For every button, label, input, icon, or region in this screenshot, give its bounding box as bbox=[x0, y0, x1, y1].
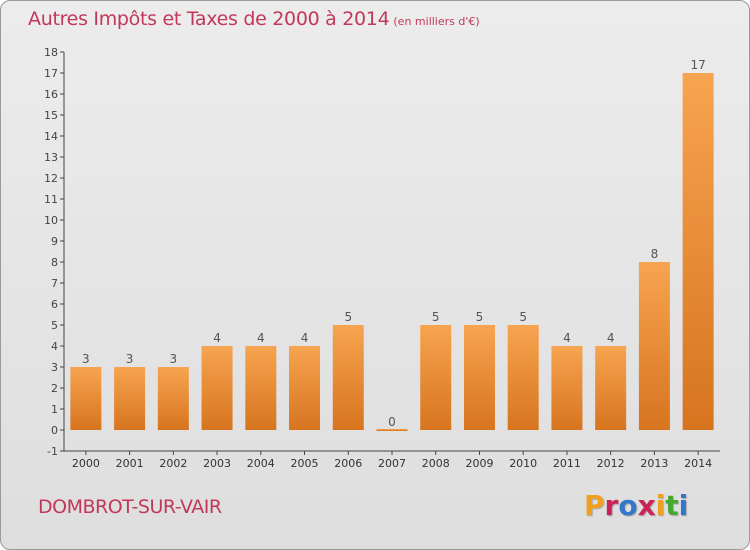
data-label: 3 bbox=[170, 352, 178, 366]
chart-title-text: Autres Impôts et Taxes de 2000 à 2014 bbox=[28, 8, 390, 30]
x-tick-label: 2014 bbox=[684, 457, 712, 470]
data-label: 5 bbox=[519, 310, 527, 324]
y-tick-label: 6 bbox=[51, 298, 58, 311]
bar-2009 bbox=[463, 325, 495, 430]
x-tick-label: 2004 bbox=[247, 457, 275, 470]
x-tick-label: 2005 bbox=[291, 457, 319, 470]
y-tick-label: 2 bbox=[51, 382, 58, 395]
y-tick-label: 11 bbox=[44, 193, 58, 206]
logo-letter: o bbox=[618, 489, 638, 522]
commune-name: DOMBROT-SUR-VAIR bbox=[38, 496, 222, 518]
bar-2004 bbox=[245, 346, 277, 430]
x-tick-label: 2009 bbox=[465, 457, 493, 470]
x-tick-label: 2012 bbox=[597, 457, 625, 470]
y-tick-label: 4 bbox=[51, 340, 58, 353]
data-label: 4 bbox=[563, 331, 571, 345]
bar-2003 bbox=[201, 346, 233, 430]
x-tick-label: 2011 bbox=[553, 457, 581, 470]
chart-title: Autres Impôts et Taxes de 2000 à 2014 (en… bbox=[28, 8, 480, 30]
chart-unit-text: (en milliers d'€) bbox=[393, 15, 480, 28]
y-tick-label: 7 bbox=[51, 277, 58, 290]
data-label: 3 bbox=[126, 352, 134, 366]
bar-2007 bbox=[376, 429, 408, 431]
x-tick-label: 2001 bbox=[116, 457, 144, 470]
data-labels: 3 3 3 4 4 4 5 0 5 5 5 4 4 8 17 bbox=[82, 58, 706, 429]
bar-2002 bbox=[157, 367, 189, 430]
bars bbox=[70, 73, 714, 431]
y-tick-label: 3 bbox=[51, 361, 58, 374]
data-label: 5 bbox=[432, 310, 440, 324]
data-label: 0 bbox=[388, 415, 396, 429]
x-tick-label: 2000 bbox=[72, 457, 100, 470]
logo-letter: t bbox=[665, 489, 679, 522]
bar-2010 bbox=[507, 325, 539, 430]
x-tick-label: 2007 bbox=[378, 457, 406, 470]
logo-letter: i bbox=[655, 489, 666, 522]
data-label: 3 bbox=[82, 352, 90, 366]
x-tick-label: 2006 bbox=[334, 457, 362, 470]
x-tick-label: 2003 bbox=[203, 457, 231, 470]
bar-2012 bbox=[595, 346, 627, 430]
bar-2001 bbox=[114, 367, 146, 430]
y-tick-label: 10 bbox=[44, 214, 58, 227]
bar-2006 bbox=[332, 325, 364, 430]
y-tick-label: 13 bbox=[44, 151, 58, 164]
y-tick-label: 14 bbox=[44, 130, 58, 143]
data-label: 4 bbox=[213, 331, 221, 345]
y-tick-label: 8 bbox=[51, 256, 58, 269]
data-label: 5 bbox=[476, 310, 484, 324]
logo-letter: P bbox=[584, 489, 605, 522]
y-tick-label: -1 bbox=[47, 445, 58, 458]
x-tick-label: 2008 bbox=[422, 457, 450, 470]
data-label: 4 bbox=[257, 331, 265, 345]
data-label: 8 bbox=[651, 247, 659, 261]
data-label: 4 bbox=[607, 331, 615, 345]
bar-2014 bbox=[682, 73, 714, 430]
y-tick-label: 16 bbox=[44, 88, 58, 101]
data-label: 5 bbox=[344, 310, 352, 324]
bar-2013 bbox=[638, 262, 670, 430]
y-tick-label: 17 bbox=[44, 67, 58, 80]
bar-2000 bbox=[70, 367, 102, 430]
y-tick-label: 15 bbox=[44, 109, 58, 122]
x-tick-label: 2002 bbox=[159, 457, 187, 470]
data-label: 17 bbox=[690, 58, 705, 72]
y-tick-label: 9 bbox=[51, 235, 58, 248]
y-tick-label: 18 bbox=[44, 46, 58, 59]
y-tick-label: 1 bbox=[51, 403, 58, 416]
data-label: 4 bbox=[301, 331, 309, 345]
bar-2005 bbox=[289, 346, 321, 430]
logo-letter: x bbox=[637, 489, 656, 522]
x-tick-label: 2010 bbox=[509, 457, 537, 470]
y-tick-label: 0 bbox=[51, 424, 58, 437]
logo-letter: r bbox=[604, 489, 619, 522]
y-tick-label: 12 bbox=[44, 172, 58, 185]
x-tick-label: 2013 bbox=[640, 457, 668, 470]
proxiti-logo: Proxiti bbox=[584, 489, 688, 522]
bar-2011 bbox=[551, 346, 583, 430]
logo-letter: i bbox=[678, 489, 689, 522]
y-tick-label: 5 bbox=[51, 319, 58, 332]
bar-2008 bbox=[420, 325, 452, 430]
